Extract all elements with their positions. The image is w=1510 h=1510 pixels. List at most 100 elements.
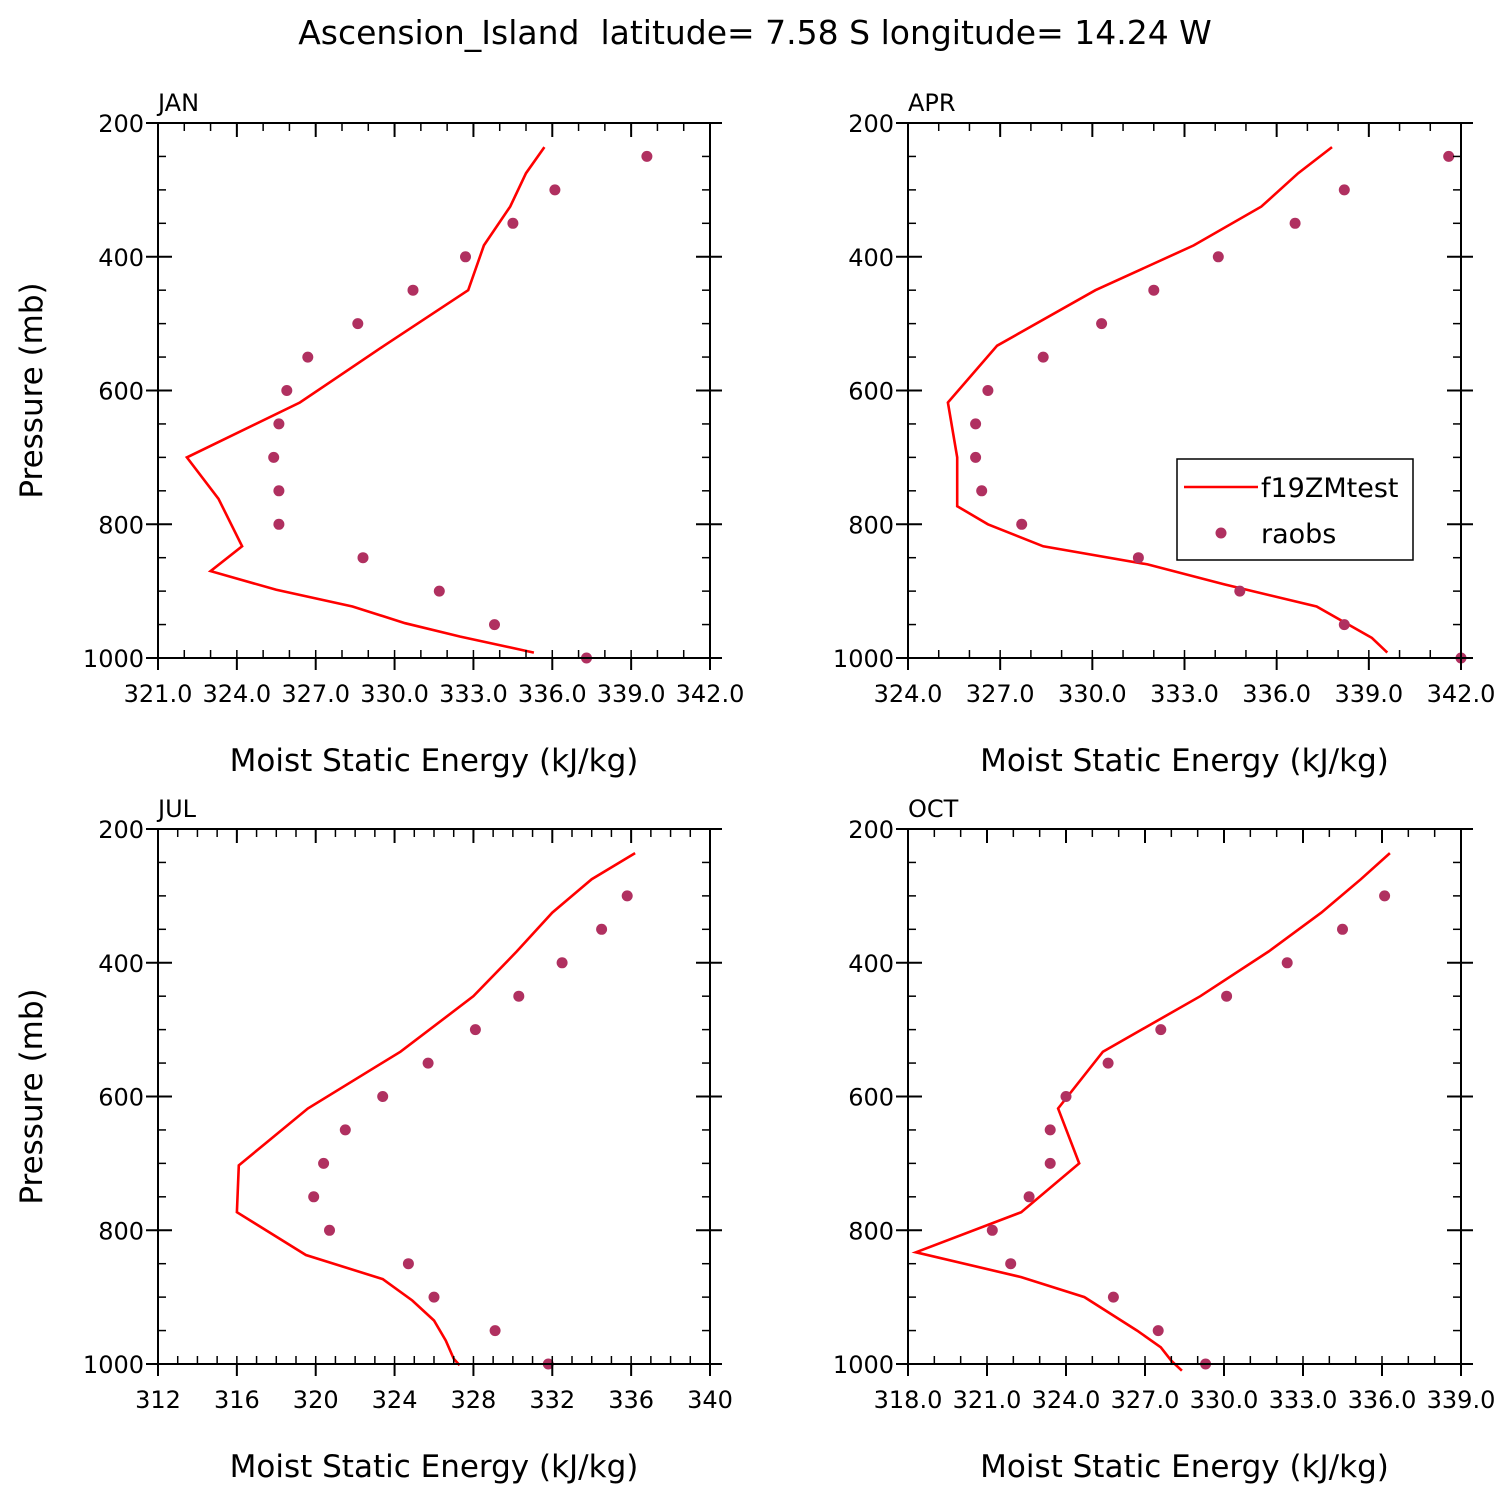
legend-box bbox=[1176, 458, 1414, 561]
data-point-raobs bbox=[1044, 1124, 1056, 1136]
y-axis-title: Pressure (mb) bbox=[14, 282, 50, 498]
x-tick-label: 327.0 bbox=[281, 680, 350, 708]
data-point-raobs bbox=[1221, 990, 1233, 1002]
x-tick-label: 333.0 bbox=[1150, 680, 1219, 708]
y-tick-label: 600 bbox=[848, 1084, 894, 1112]
plot-frame bbox=[907, 828, 1462, 1365]
data-point-raobs bbox=[352, 318, 364, 330]
data-point-raobs bbox=[489, 619, 500, 631]
x-tick-label: 340 bbox=[687, 1386, 733, 1414]
figure-title: Ascension_Island latitude= 7.58 S longit… bbox=[298, 13, 1212, 52]
y-tick-label: 800 bbox=[98, 1217, 144, 1245]
data-point-raobs bbox=[357, 552, 369, 564]
y-tick-label: 400 bbox=[98, 244, 144, 272]
x-tick-label: 330.0 bbox=[1190, 1386, 1259, 1414]
data-point-raobs bbox=[1060, 1091, 1072, 1102]
data-point-raobs bbox=[1337, 923, 1348, 935]
data-point-raobs bbox=[428, 1291, 440, 1303]
x-tick-label: 342.0 bbox=[1427, 680, 1496, 708]
data-point-raobs bbox=[1037, 351, 1049, 363]
data-point-raobs bbox=[273, 518, 285, 530]
data-point-raobs bbox=[460, 251, 471, 263]
data-point-raobs bbox=[422, 1057, 434, 1069]
panel-jan: JAN 321.0 324.0 327.0 330.0 333.0 336.0 339.0 34… bbox=[14, 89, 744, 779]
data-point-raobs bbox=[982, 385, 994, 396]
data-point-raobs bbox=[986, 1224, 998, 1236]
data-point-raobs bbox=[377, 1091, 389, 1102]
data-point-raobs bbox=[1281, 957, 1293, 969]
data-point-raobs bbox=[621, 890, 633, 902]
legend-label-model: f19ZMtest bbox=[1261, 473, 1399, 504]
data-point-raobs bbox=[1132, 552, 1144, 564]
data-point-raobs bbox=[556, 957, 568, 969]
y-tick-label: 1000 bbox=[83, 1351, 144, 1379]
panel-apr: APR 324.0 327.0 330.0 333.0 336.0 339.0 342.0 20… bbox=[833, 89, 1495, 779]
data-point-raobs bbox=[1338, 184, 1350, 196]
x-tick-label: 333.0 bbox=[439, 680, 508, 708]
x-tick-label: 336.0 bbox=[1348, 1386, 1417, 1414]
x-tick-label: 324 bbox=[372, 1386, 418, 1414]
x-tick-label: 330.0 bbox=[360, 680, 429, 708]
x-tick-label: 320 bbox=[293, 1386, 339, 1414]
series-line-f19ZMtest bbox=[235, 851, 636, 1367]
data-point-raobs bbox=[273, 418, 285, 430]
x-tick-label: 328 bbox=[451, 1386, 497, 1414]
y-tick-label: 600 bbox=[98, 378, 144, 406]
x-tick-label: 336 bbox=[608, 1386, 654, 1414]
data-point-raobs bbox=[1005, 1258, 1017, 1270]
panel-jul: JUL 312 316 320 324 328 332 336 340 200 400 600 800 1… bbox=[14, 795, 733, 1485]
x-tick-label: 333.0 bbox=[1269, 1386, 1338, 1414]
x-tick-label: 324.0 bbox=[874, 680, 943, 708]
series-line-f19ZMtest bbox=[946, 146, 1389, 654]
y-tick-label: 800 bbox=[848, 1217, 894, 1245]
data-point-raobs bbox=[318, 1157, 330, 1169]
data-point-raobs bbox=[1107, 1291, 1119, 1303]
panel-oct: OCT 318.0 321.0 324.0 327.0 330.0 333.0 336.0 33… bbox=[833, 795, 1495, 1485]
y-tick-label: 600 bbox=[848, 378, 894, 406]
data-point-raobs bbox=[1016, 518, 1028, 530]
data-point-raobs bbox=[433, 585, 445, 597]
y-tick-label: 400 bbox=[848, 244, 894, 272]
x-tick-label: 316 bbox=[214, 1386, 260, 1414]
y-tick-label: 400 bbox=[98, 950, 144, 978]
y-tick-label: 200 bbox=[98, 110, 144, 138]
data-point-raobs bbox=[324, 1224, 335, 1236]
x-tick-label: 321.0 bbox=[953, 1386, 1022, 1414]
data-point-raobs bbox=[1379, 890, 1391, 902]
data-point-raobs bbox=[970, 451, 982, 463]
legend: f19ZMtest raobs bbox=[1176, 458, 1414, 561]
x-tick-label: 332 bbox=[529, 1386, 575, 1414]
data-point-raobs bbox=[402, 1258, 414, 1270]
data-point-raobs bbox=[976, 485, 988, 497]
x-tick-label: 339.0 bbox=[597, 680, 666, 708]
data-point-raobs bbox=[549, 184, 561, 196]
x-tick-label: 321.0 bbox=[124, 680, 193, 708]
data-point-raobs bbox=[1152, 1325, 1164, 1337]
data-point-raobs bbox=[596, 923, 608, 935]
x-axis-title: Moist Static Energy (kJ/kg) bbox=[980, 1449, 1389, 1485]
y-tick-label: 200 bbox=[848, 816, 894, 844]
data-point-raobs bbox=[339, 1124, 351, 1136]
y-tick-label: 400 bbox=[848, 950, 894, 978]
y-tick-label: 800 bbox=[98, 511, 144, 539]
panels: JAN 321.0 324.0 327.0 330.0 333.0 336.0 339.0 34… bbox=[14, 89, 1495, 1485]
data-point-raobs bbox=[1212, 251, 1224, 263]
x-tick-label: 342.0 bbox=[676, 680, 745, 708]
data-point-raobs bbox=[268, 451, 280, 463]
x-tick-label: 327.0 bbox=[966, 680, 1035, 708]
panel-label: JAN bbox=[156, 89, 199, 117]
x-tick-label: 324.0 bbox=[202, 680, 271, 708]
y-tick-label: 1000 bbox=[83, 645, 144, 673]
y-tick-label: 1000 bbox=[833, 645, 894, 673]
data-point-raobs bbox=[1289, 217, 1301, 229]
data-point-raobs bbox=[1338, 619, 1350, 631]
legend-marker-swatch bbox=[1215, 527, 1227, 539]
series-line-f19ZMtest bbox=[184, 146, 546, 654]
data-point-raobs bbox=[308, 1191, 320, 1203]
x-tick-label: 336.0 bbox=[1242, 680, 1311, 708]
data-point-raobs bbox=[1234, 585, 1246, 597]
x-tick-label: 318.0 bbox=[874, 1386, 943, 1414]
x-axis-title: Moist Static Energy (kJ/kg) bbox=[230, 743, 639, 779]
data-point-raobs bbox=[1096, 318, 1108, 330]
